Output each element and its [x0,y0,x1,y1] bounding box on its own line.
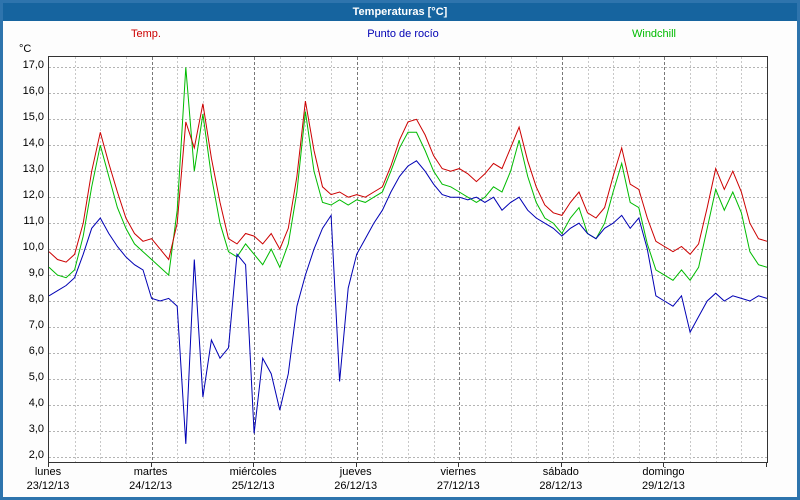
x-tick-day: jueves [339,466,372,478]
y-tick-label: 14,0 [22,137,44,150]
dewpoint-line [49,160,767,444]
x-axis-tick-mark [458,463,460,467]
x-tick-day: viernes [440,466,477,478]
y-tick-label: 12,0 [22,189,44,202]
legend-dewpoint: Punto de rocío [367,28,439,40]
y-tick-label: 2,0 [28,448,44,461]
y-tick-label: 3,0 [28,422,44,435]
x-tick-date: 23/12/13 [26,480,70,492]
x-tick-date: 27/12/13 [436,480,480,492]
window-title: Temperaturas [°C] [352,6,448,18]
legend-temp: Temp. [131,28,161,40]
x-tick-day: lunes [34,466,62,478]
y-tick-label: 8,0 [28,293,44,306]
x-tick-day: sábado [542,466,579,478]
y-tick-label: 17,0 [22,59,44,72]
x-tick-date: 24/12/13 [129,480,172,492]
y-tick-label: 4,0 [28,396,44,409]
y-tick-label: 15,0 [22,111,44,124]
temp-line [49,101,767,263]
x-axis-tick-mark [150,463,152,467]
y-tick-label: 13,0 [22,163,44,176]
y-tick-label: 9,0 [28,267,44,280]
x-tick-day: martes [133,466,168,478]
y-tick-label: 5,0 [28,370,44,383]
x-tick-date: 26/12/13 [334,480,378,492]
x-axis-tick-mark [663,463,665,467]
x-axis-tick-mark [48,463,49,467]
y-tick-label: 11,0 [23,215,44,228]
legend-windchill: Windchill [631,28,677,40]
x-tick-date: 29/12/13 [642,480,685,492]
y-tick-label: 6,0 [28,344,44,357]
x-tick-day: domingo [642,466,685,478]
x-tick-date: 28/12/13 [539,480,583,492]
x-axis-tick-mark [766,463,767,467]
x-axis-tick-mark [355,463,357,467]
x-axis-tick-mark [253,463,255,467]
title-bar: Temperaturas [°C] [3,3,797,21]
y-tick-label: 10,0 [22,241,44,254]
x-tick-date: 25/12/13 [231,480,275,492]
y-tick-label: 16,0 [22,85,44,98]
y-axis-unit: °C [19,43,32,55]
x-axis-tick-mark [560,463,562,467]
plot-area [48,56,768,463]
chart-canvas [49,57,767,462]
y-tick-label: 7,0 [28,319,44,331]
windchill-line [49,67,767,282]
x-tick-day: miércoles [229,466,277,478]
